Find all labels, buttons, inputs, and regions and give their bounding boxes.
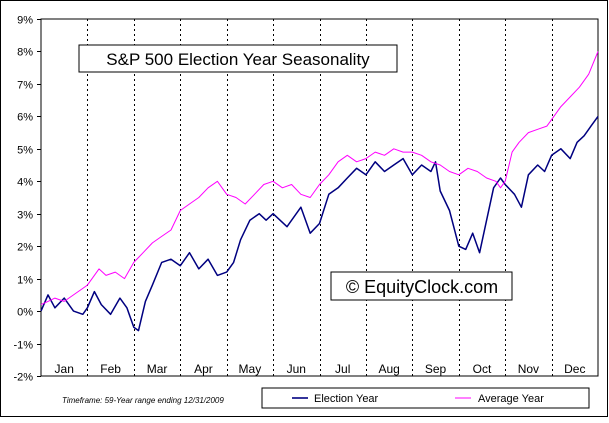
y-tick-label: 1% [17, 275, 33, 287]
y-tick-label: 2% [17, 242, 33, 254]
y-tick-label: 3% [17, 210, 33, 222]
x-tick-label: Sep [425, 362, 447, 376]
watermark-box: © EquityClock.com [330, 271, 513, 301]
x-tick-label: Jun [287, 362, 306, 376]
footnote: Timeframe: 59-Year range ending 12/31/20… [62, 396, 224, 405]
y-tick-label: 7% [17, 80, 33, 92]
x-tick-label: Jul [335, 362, 350, 376]
x-tick-label: Jan [55, 362, 74, 376]
watermark-text: © EquityClock.com [346, 277, 498, 297]
series-line-average-year [40, 51, 599, 306]
plot-area [40, 18, 599, 377]
legend-label-election-year: Election Year [314, 393, 379, 405]
x-tick-label: May [239, 362, 262, 376]
x-tick-label: Mar [147, 362, 168, 376]
x-tick-label: Aug [378, 362, 399, 376]
y-tick-label: 5% [17, 145, 33, 157]
y-tick-label: -2% [13, 372, 33, 384]
x-tick-label: Dec [564, 362, 585, 376]
legend-frame [261, 387, 590, 409]
y-tick-label: -1% [13, 340, 33, 352]
series-layer [40, 51, 599, 332]
y-tick-label: 6% [17, 112, 33, 124]
axis-layer: -2% -1% 0% 1% 2% 3% 4% 5% 6% 7% 8% 9% Jan Feb Mar Apr Ma… [13, 15, 585, 384]
title-box: S&P 500 Election Year Seasonality [78, 44, 398, 73]
y-tick-label: 0% [17, 307, 33, 319]
legend: Election Year Average Year [261, 387, 590, 409]
x-tick-label: Oct [473, 362, 492, 376]
legend-label-average-year: Average Year [478, 393, 544, 405]
x-tick-label: Apr [194, 362, 213, 376]
chart-title: S&P 500 Election Year Seasonality [106, 50, 370, 69]
y-tick-label: 4% [17, 177, 33, 189]
series-line-election-year [40, 115, 599, 332]
y-tick-label: 9% [17, 15, 33, 27]
y-tick-label: 8% [17, 47, 33, 59]
title-box-frame [78, 44, 398, 73]
x-tick-label: Nov [518, 362, 539, 376]
x-tick-label: Feb [100, 362, 121, 376]
watermark-frame [330, 271, 513, 301]
